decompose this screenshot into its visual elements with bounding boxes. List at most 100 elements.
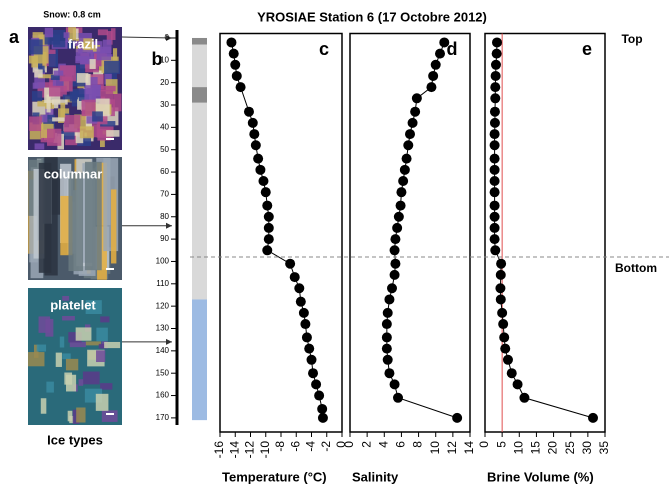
photo-texture (72, 409, 80, 424)
x-tick-label: 0 (477, 441, 491, 448)
photo-texture (97, 162, 107, 280)
panel-letter: c (319, 39, 329, 59)
scale-bar (106, 413, 114, 415)
x-axis-label: Brine Volume (%) (487, 469, 594, 484)
data-point (260, 187, 271, 198)
data-point (317, 412, 328, 423)
photo-texture (55, 352, 62, 367)
depth-tick-label: 80 (160, 212, 169, 221)
photo-texture (28, 39, 43, 55)
data-point (499, 332, 510, 343)
photo-texture (61, 76, 72, 81)
photo-texture (37, 100, 52, 107)
photo-texture (46, 381, 54, 393)
data-point (489, 211, 500, 222)
photo-texture (76, 407, 86, 423)
photo-texture (78, 379, 84, 386)
scale-bar (106, 268, 114, 270)
depth-tick-label: 90 (160, 234, 169, 243)
photo-texture (101, 410, 118, 422)
photo-texture (99, 139, 105, 148)
photo-texture (63, 32, 70, 38)
x-tick-label: -16 (212, 441, 226, 459)
data-point (301, 332, 312, 343)
photo-texture (68, 27, 76, 41)
depth-tick-label: 170 (156, 413, 170, 422)
depth-tick-label: 50 (160, 145, 169, 154)
photo-texture (84, 85, 101, 102)
top-label: Top (621, 32, 642, 46)
photo-texture (28, 352, 45, 367)
data-point (243, 106, 254, 117)
data-point (285, 258, 296, 269)
photo-texture (44, 34, 61, 45)
photo-texture (53, 70, 64, 76)
data-point (250, 140, 261, 151)
photo-texture (79, 126, 94, 139)
data-point (390, 258, 401, 269)
photo-texture (62, 315, 75, 321)
depth-tick-label: 10 (160, 55, 169, 64)
photo-texture (65, 37, 70, 42)
data-point (263, 222, 274, 233)
data-point (489, 175, 500, 186)
photo-texture (100, 316, 110, 323)
data-point (382, 354, 393, 365)
ice-segment (192, 299, 207, 421)
photo-texture (59, 336, 65, 348)
data-point (492, 37, 502, 48)
depth-tick-label: 60 (160, 167, 169, 176)
data-point (489, 164, 500, 175)
x-tick-label: 15 (529, 441, 543, 455)
data-point (308, 368, 319, 379)
data-point (495, 283, 506, 294)
x-tick-label: -14 (227, 441, 241, 459)
data-point (399, 164, 410, 175)
data-point (490, 245, 501, 256)
data-point (489, 234, 500, 245)
scale-bar (106, 138, 114, 140)
ice-types-label: Ice types (47, 432, 103, 447)
x-tick-label: 35 (597, 441, 611, 455)
photo-texture (38, 316, 51, 333)
photo-texture (96, 327, 108, 342)
photo-texture (83, 38, 94, 51)
depth-tick-label: 0 (165, 33, 170, 42)
x-tick-label: 8 (411, 441, 425, 448)
x-tick-label: 12 (445, 441, 459, 455)
data-point (387, 283, 397, 294)
photo-texture (79, 56, 98, 69)
data-point (489, 106, 500, 117)
photo-texture (85, 300, 102, 315)
x-tick-label: -2 (319, 441, 333, 452)
title: YROSIAE Station 6 (17 Octobre 2012) (257, 9, 487, 24)
photo-texture (97, 128, 111, 141)
plot-frame (349, 32, 471, 433)
data-point (392, 222, 403, 233)
data-point (439, 37, 450, 48)
photo-texture (98, 343, 107, 349)
photo-texture (45, 107, 54, 120)
data-point (263, 211, 274, 222)
data-point (489, 200, 500, 211)
photo-texture (49, 76, 57, 91)
data-point (403, 140, 414, 151)
data-point (384, 294, 395, 305)
ice-segment (192, 87, 207, 103)
data-point (389, 379, 400, 390)
photo-texture (104, 60, 121, 74)
photo-texture (38, 74, 56, 79)
photo-texture (31, 91, 43, 102)
ice-segment (192, 102, 207, 300)
x-tick-label: 4 (376, 441, 390, 448)
photo-texture (104, 70, 112, 85)
photo-texture (84, 161, 102, 271)
photo-texture (100, 85, 116, 92)
x-axis-label: Temperature (°C) (222, 469, 327, 484)
photo-texture (106, 130, 120, 137)
snow-label: Snow: 0.8 cm (43, 9, 101, 19)
data-point (263, 234, 274, 245)
photo-texture (75, 327, 92, 341)
data-point (490, 93, 501, 104)
x-tick-label: -4 (304, 441, 318, 452)
